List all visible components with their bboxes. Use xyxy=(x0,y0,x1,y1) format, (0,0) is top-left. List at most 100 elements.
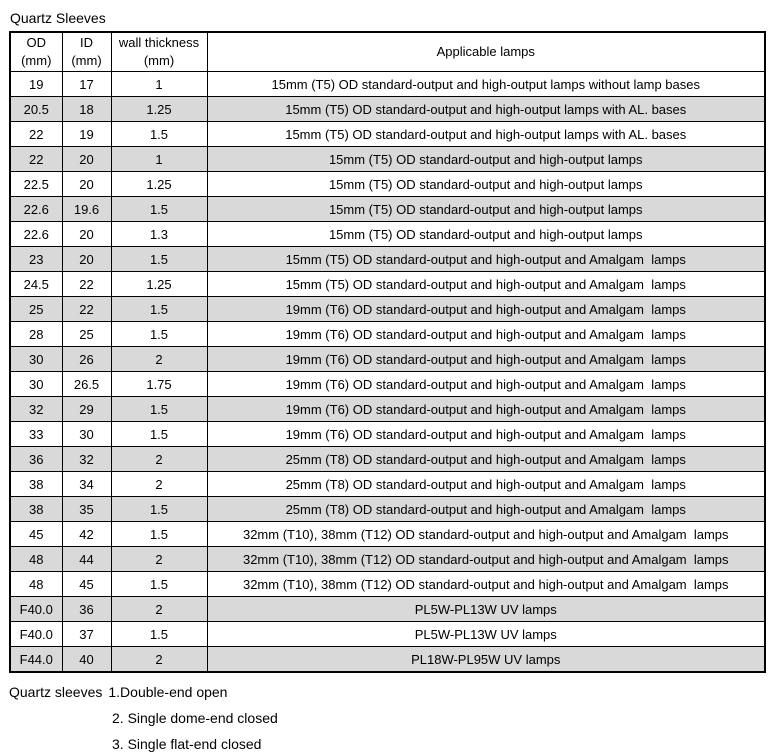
wall-thickness-cell: 1.5 xyxy=(110,571,208,597)
table-row: 48 45 1.5 32mm (T10), 38mm (T12) OD standar… xyxy=(9,571,766,597)
id-cell: 20 xyxy=(61,171,112,197)
od-cell: 30 xyxy=(9,371,63,397)
lamps-cell: 25mm (T8) OD standard-output and high-ou… xyxy=(206,446,766,472)
od-cell: 38 xyxy=(9,471,63,497)
id-cell: 17 xyxy=(61,71,112,97)
table-row: 36 32 2 25mm (T8) OD standard-output and hi… xyxy=(9,446,766,472)
od-cell: 30 xyxy=(9,346,63,372)
od-cell: 22 xyxy=(9,121,63,147)
id-cell: 34 xyxy=(61,471,112,497)
wall-thickness-cell: 1.5 xyxy=(110,621,208,647)
od-cell: 48 xyxy=(9,546,63,572)
wall-thickness-cell: 1.5 xyxy=(110,496,208,522)
id-cell: 36 xyxy=(61,596,112,622)
table-row: F44.0 40 2 PL18W-PL95W UV lamps xyxy=(9,646,766,673)
table-row: 22.6 20 1.3 15mm (T5) OD standard-output an… xyxy=(9,221,766,247)
table-row: 48 44 2 32mm (T10), 38mm (T12) OD standard-… xyxy=(9,546,766,572)
table-row: 24.5 22 1.25 15mm (T5) OD standard-output a… xyxy=(9,271,766,297)
id-cell: 35 xyxy=(61,496,112,522)
lamps-cell: 15mm (T5) OD standard-output and high-ou… xyxy=(206,121,766,147)
id-cell: 32 xyxy=(61,446,112,472)
page-title: Quartz Sleeves xyxy=(10,10,106,26)
od-cell: 45 xyxy=(9,521,63,547)
od-cell: 23 xyxy=(9,246,63,272)
table-row: 32 29 1.5 19mm (T6) OD standard-output and … xyxy=(9,396,766,422)
od-cell: 33 xyxy=(9,421,63,447)
table-row: 22 20 1 15mm (T5) OD standard-output and hi… xyxy=(9,146,766,172)
lamps-cell: 15mm (T5) OD standard-output and high-ou… xyxy=(206,71,766,97)
wall-thickness-cell: 1.5 xyxy=(110,421,208,447)
lamps-cell: 19mm (T6) OD standard-output and high-ou… xyxy=(206,321,766,347)
lamps-cell: 15mm (T5) OD standard-output and high-ou… xyxy=(206,221,766,247)
table-row: F40.0 36 2 PL5W-PL13W UV lamps xyxy=(9,596,766,622)
lamps-cell: 19mm (T6) OD standard-output and high-ou… xyxy=(206,296,766,322)
footer-note-2: 2. Single dome-end closed xyxy=(112,710,278,726)
id-cell: 25 xyxy=(61,321,112,347)
od-cell: 24.5 xyxy=(9,271,63,297)
lamps-cell: 32mm (T10), 38mm (T12) OD standard-outpu… xyxy=(206,521,766,547)
lamps-cell: 19mm (T6) OD standard-output and high-ou… xyxy=(206,346,766,372)
footer-notes: Quartz sleeves 1.Double-end open 2. Singl… xyxy=(9,679,766,752)
id-cell: 22 xyxy=(61,271,112,297)
quartz-sleeves-table: OD (mm) ID (mm) wall thickness (mm) Appl… xyxy=(9,31,766,673)
lamps-cell: 25mm (T8) OD standard-output and high-ou… xyxy=(206,471,766,497)
table-row: 25 22 1.5 19mm (T6) OD standard-output and … xyxy=(9,296,766,322)
od-cell: 25 xyxy=(9,296,63,322)
footer-note-3: 3. Single flat-end closed xyxy=(112,736,262,752)
wall-thickness-cell: 2 xyxy=(110,446,208,472)
od-cell: 22.5 xyxy=(9,171,63,197)
id-cell: 30 xyxy=(61,421,112,447)
wall-thickness-cell: 1.25 xyxy=(110,96,208,122)
table-row: 38 34 2 25mm (T8) OD standard-output and hi… xyxy=(9,471,766,497)
wall-thickness-cell: 1.25 xyxy=(110,171,208,197)
col-header-wall-thickness: wall thickness (mm) xyxy=(110,31,208,72)
lamps-cell: 32mm (T10), 38mm (T12) OD standard-outpu… xyxy=(206,571,766,597)
lamps-cell: 15mm (T5) OD standard-output and high-ou… xyxy=(206,96,766,122)
header-row: OD (mm) ID (mm) wall thickness (mm) Appl… xyxy=(9,31,766,72)
id-cell: 22 xyxy=(61,296,112,322)
od-cell: 22 xyxy=(9,146,63,172)
wall-thickness-cell: 1.25 xyxy=(110,271,208,297)
table-row: 19 17 1 15mm (T5) OD standard-output and hi… xyxy=(9,71,766,97)
od-cell: 20.5 xyxy=(9,96,63,122)
wall-thickness-cell: 2 xyxy=(110,471,208,497)
od-cell: 36 xyxy=(9,446,63,472)
id-cell: 40 xyxy=(61,646,112,673)
lamps-cell: 15mm (T5) OD standard-output and high-ou… xyxy=(206,196,766,222)
od-cell: 28 xyxy=(9,321,63,347)
table-body: 19 17 1 15mm (T5) OD standard-output and hi… xyxy=(9,71,766,673)
id-cell: 37 xyxy=(61,621,112,647)
od-cell: F44.0 xyxy=(9,646,63,673)
wall-thickness-cell: 1.5 xyxy=(110,121,208,147)
table-row: 22.6 19.6 1.5 15mm (T5) OD standard-output … xyxy=(9,196,766,222)
table-row: 33 30 1.5 19mm (T6) OD standard-output and … xyxy=(9,421,766,447)
lamps-cell: 19mm (T6) OD standard-output and high-ou… xyxy=(206,396,766,422)
table-row: 30 26.5 1.75 19mm (T6) OD standard-output a… xyxy=(9,371,766,397)
lamps-cell: 19mm (T6) OD standard-output and high-ou… xyxy=(206,371,766,397)
id-cell: 20 xyxy=(61,146,112,172)
id-cell: 26 xyxy=(61,346,112,372)
id-cell: 44 xyxy=(61,546,112,572)
footer-line-1: Quartz sleeves 1.Double-end open xyxy=(9,679,766,705)
table-row: 23 20 1.5 15mm (T5) OD standard-output and … xyxy=(9,246,766,272)
table-row: 20.5 18 1.25 15mm (T5) OD standard-output a… xyxy=(9,96,766,122)
id-cell: 19.6 xyxy=(61,196,112,222)
table-row: 30 26 2 19mm (T6) OD standard-output and hi… xyxy=(9,346,766,372)
table-row: 38 35 1.5 25mm (T8) OD standard-output and … xyxy=(9,496,766,522)
od-cell: F40.0 xyxy=(9,621,63,647)
wall-thickness-cell: 1.75 xyxy=(110,371,208,397)
lamps-cell: 32mm (T10), 38mm (T12) OD standard-outpu… xyxy=(206,546,766,572)
wall-thickness-cell: 1.5 xyxy=(110,196,208,222)
wall-thickness-cell: 1.5 xyxy=(110,521,208,547)
wall-thickness-cell: 1 xyxy=(110,71,208,97)
wall-thickness-cell: 2 xyxy=(110,346,208,372)
wall-thickness-cell: 2 xyxy=(110,596,208,622)
wall-thickness-cell: 1 xyxy=(110,146,208,172)
od-cell: 22.6 xyxy=(9,196,63,222)
od-cell: 22.6 xyxy=(9,221,63,247)
col-header-od: OD (mm) xyxy=(9,31,63,72)
wall-thickness-cell: 1.3 xyxy=(110,221,208,247)
table-row: 22.5 20 1.25 15mm (T5) OD standard-output a… xyxy=(9,171,766,197)
col-header-applicable-lamps: Applicable lamps xyxy=(206,31,766,72)
